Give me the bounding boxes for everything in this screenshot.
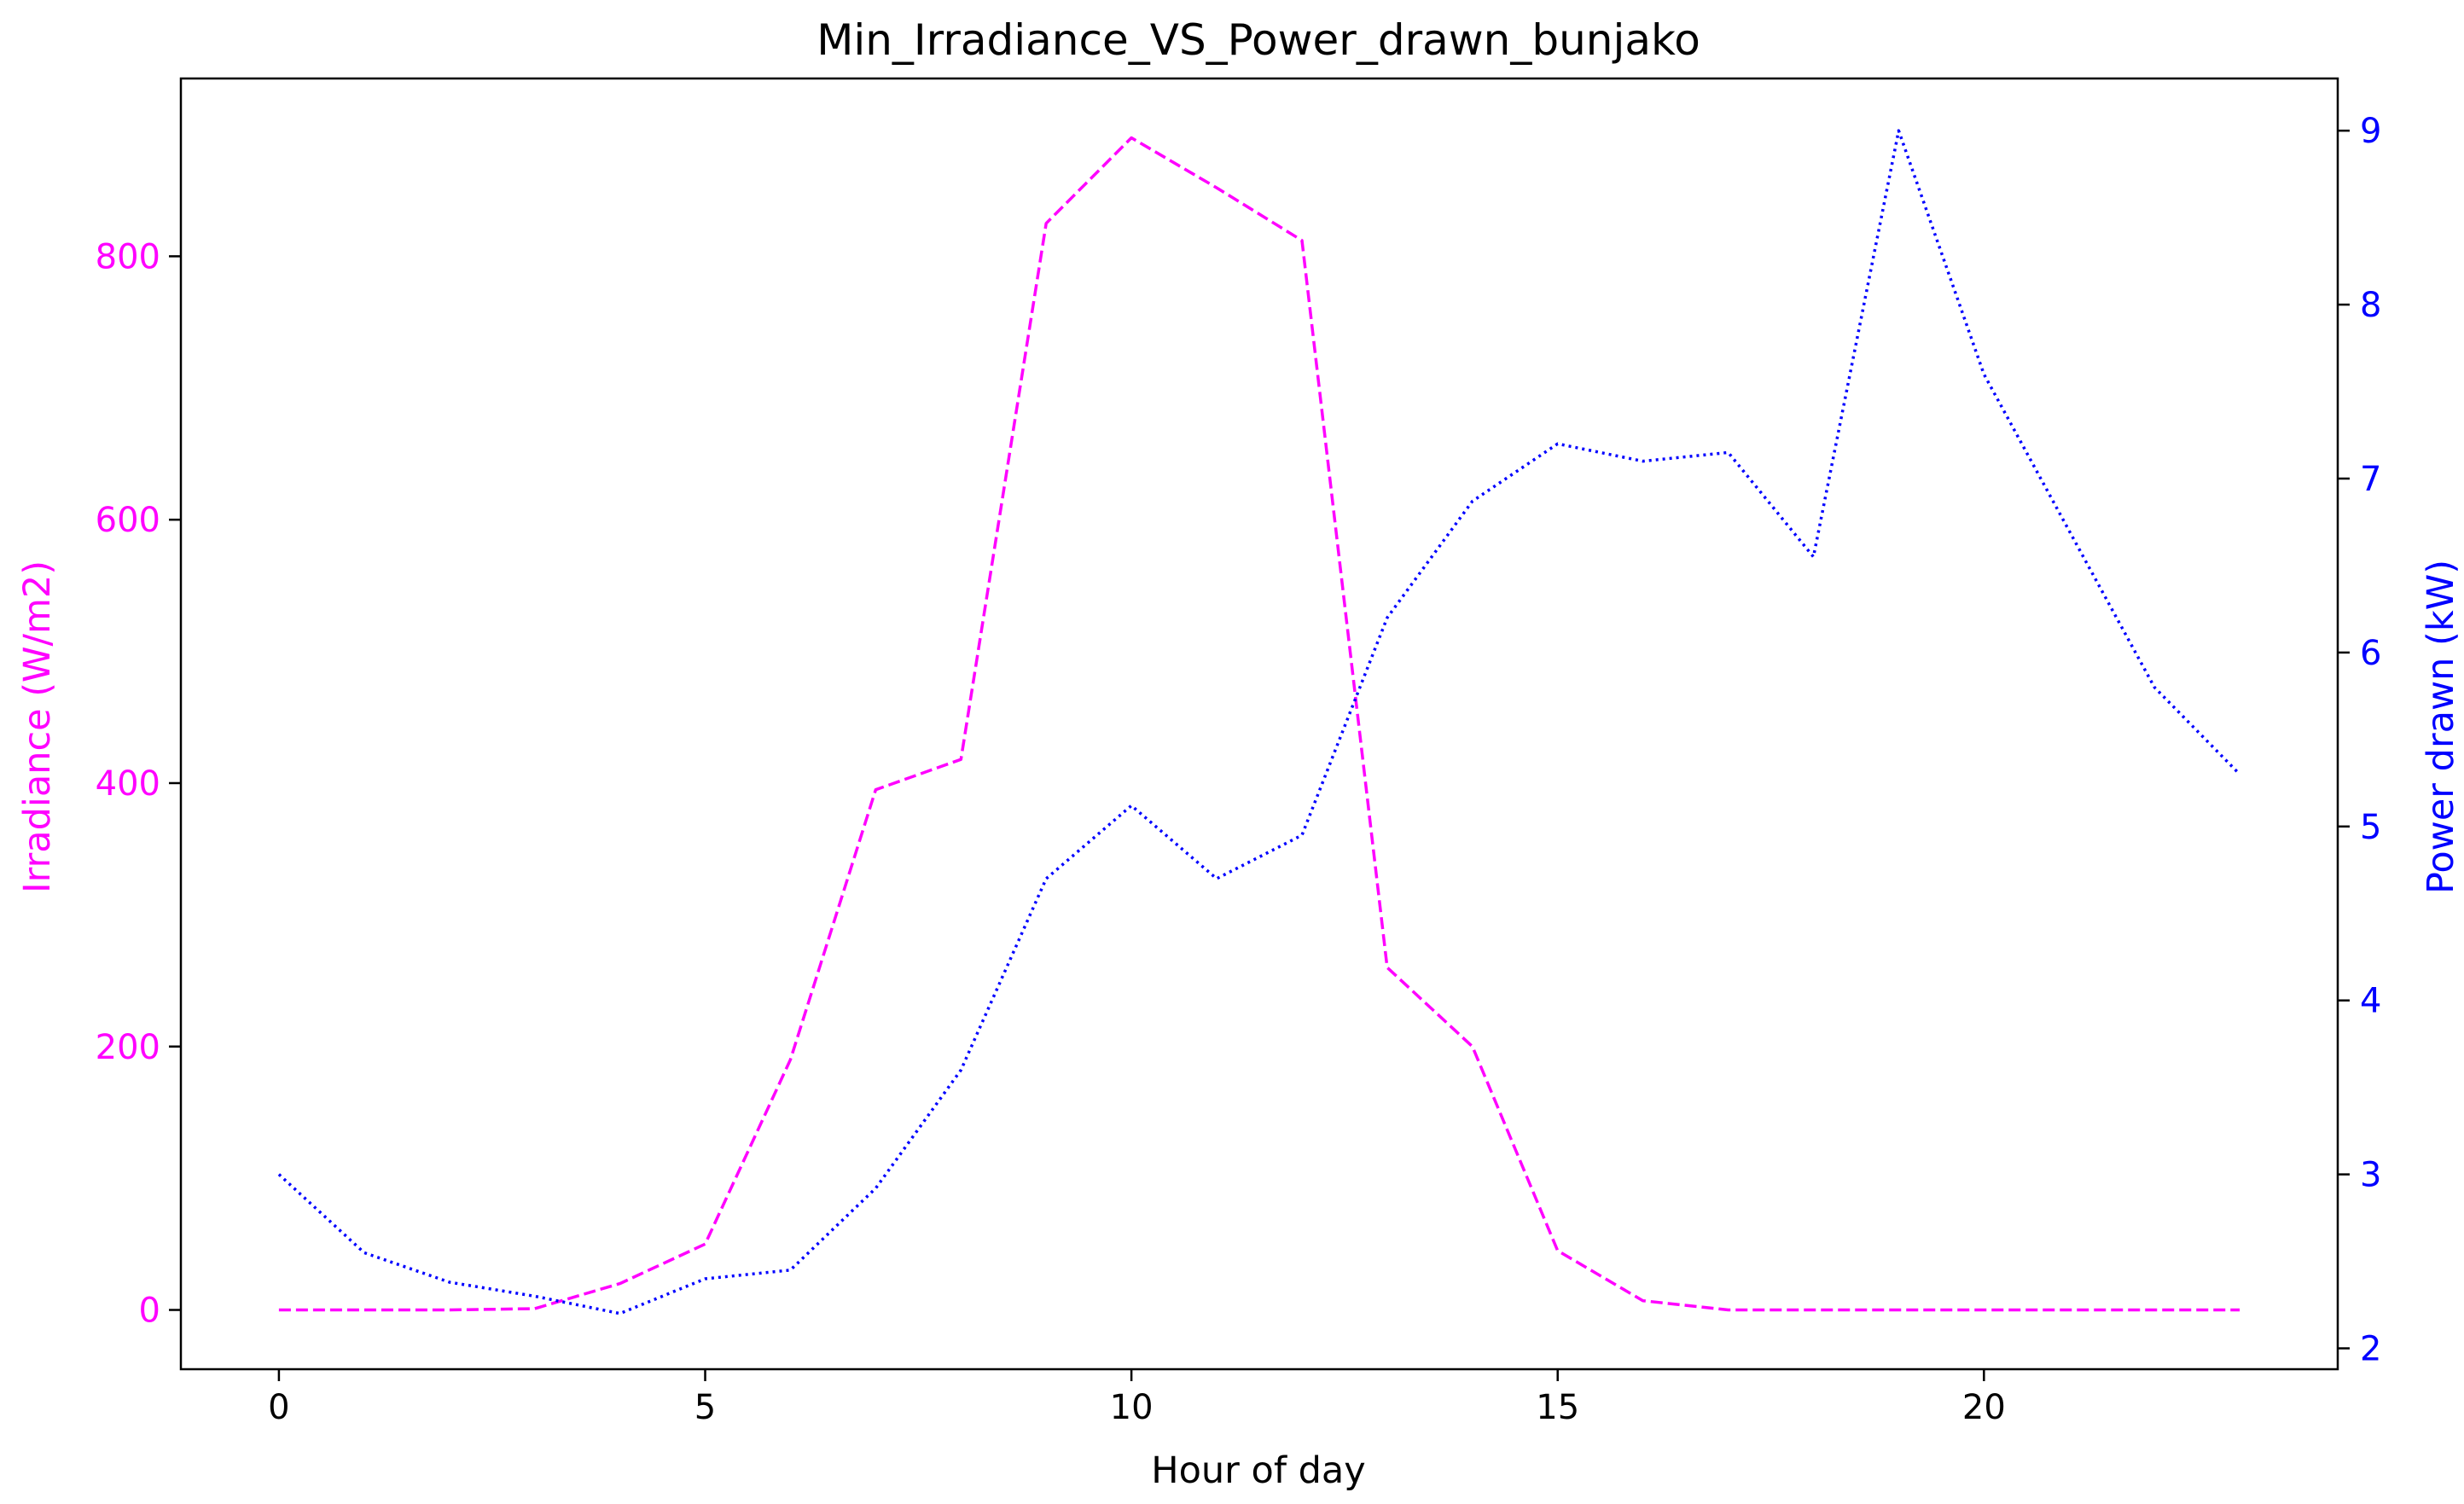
x-tick-label: 0 [268,1388,289,1427]
y-tick-label-right: 3 [2360,1156,2381,1195]
x-tick-label: 20 [1962,1388,2006,1427]
x-tick-label: 10 [1110,1388,1154,1427]
irradiance-line [278,136,2240,1312]
y-tick-label-right: 2 [2360,1330,2381,1369]
y-tick-label-right: 9 [2360,112,2381,151]
y-tick-label-left: 0 [139,1292,160,1331]
y-axis-title-left: Irradiance (W/m2) [16,560,59,893]
x-tick-label: 15 [1536,1388,1579,1427]
y-tick-label-right: 5 [2360,808,2381,847]
y-tick-label-left: 600 [96,501,160,540]
y-tick-label-right: 6 [2360,634,2381,673]
y-tick-label-left: 400 [96,764,160,804]
y-tick-label-left: 800 [96,237,160,276]
y-tick-label-left: 200 [96,1028,160,1067]
chart-title: Min_Irradiance_VS_Power_drawn_bunjako [816,15,1700,65]
y-axis-title-right: Power drawn (kW) [2420,560,2462,894]
x-axis-title: Hour of day [1151,1449,1365,1492]
y-tick-label-right: 7 [2360,460,2381,499]
x-tick-label: 5 [694,1388,716,1427]
y-tick-label-right: 8 [2360,286,2381,325]
axes-frame [179,77,2339,1371]
y-tick-label-right: 4 [2360,982,2381,1021]
plot-area [277,129,2241,1315]
